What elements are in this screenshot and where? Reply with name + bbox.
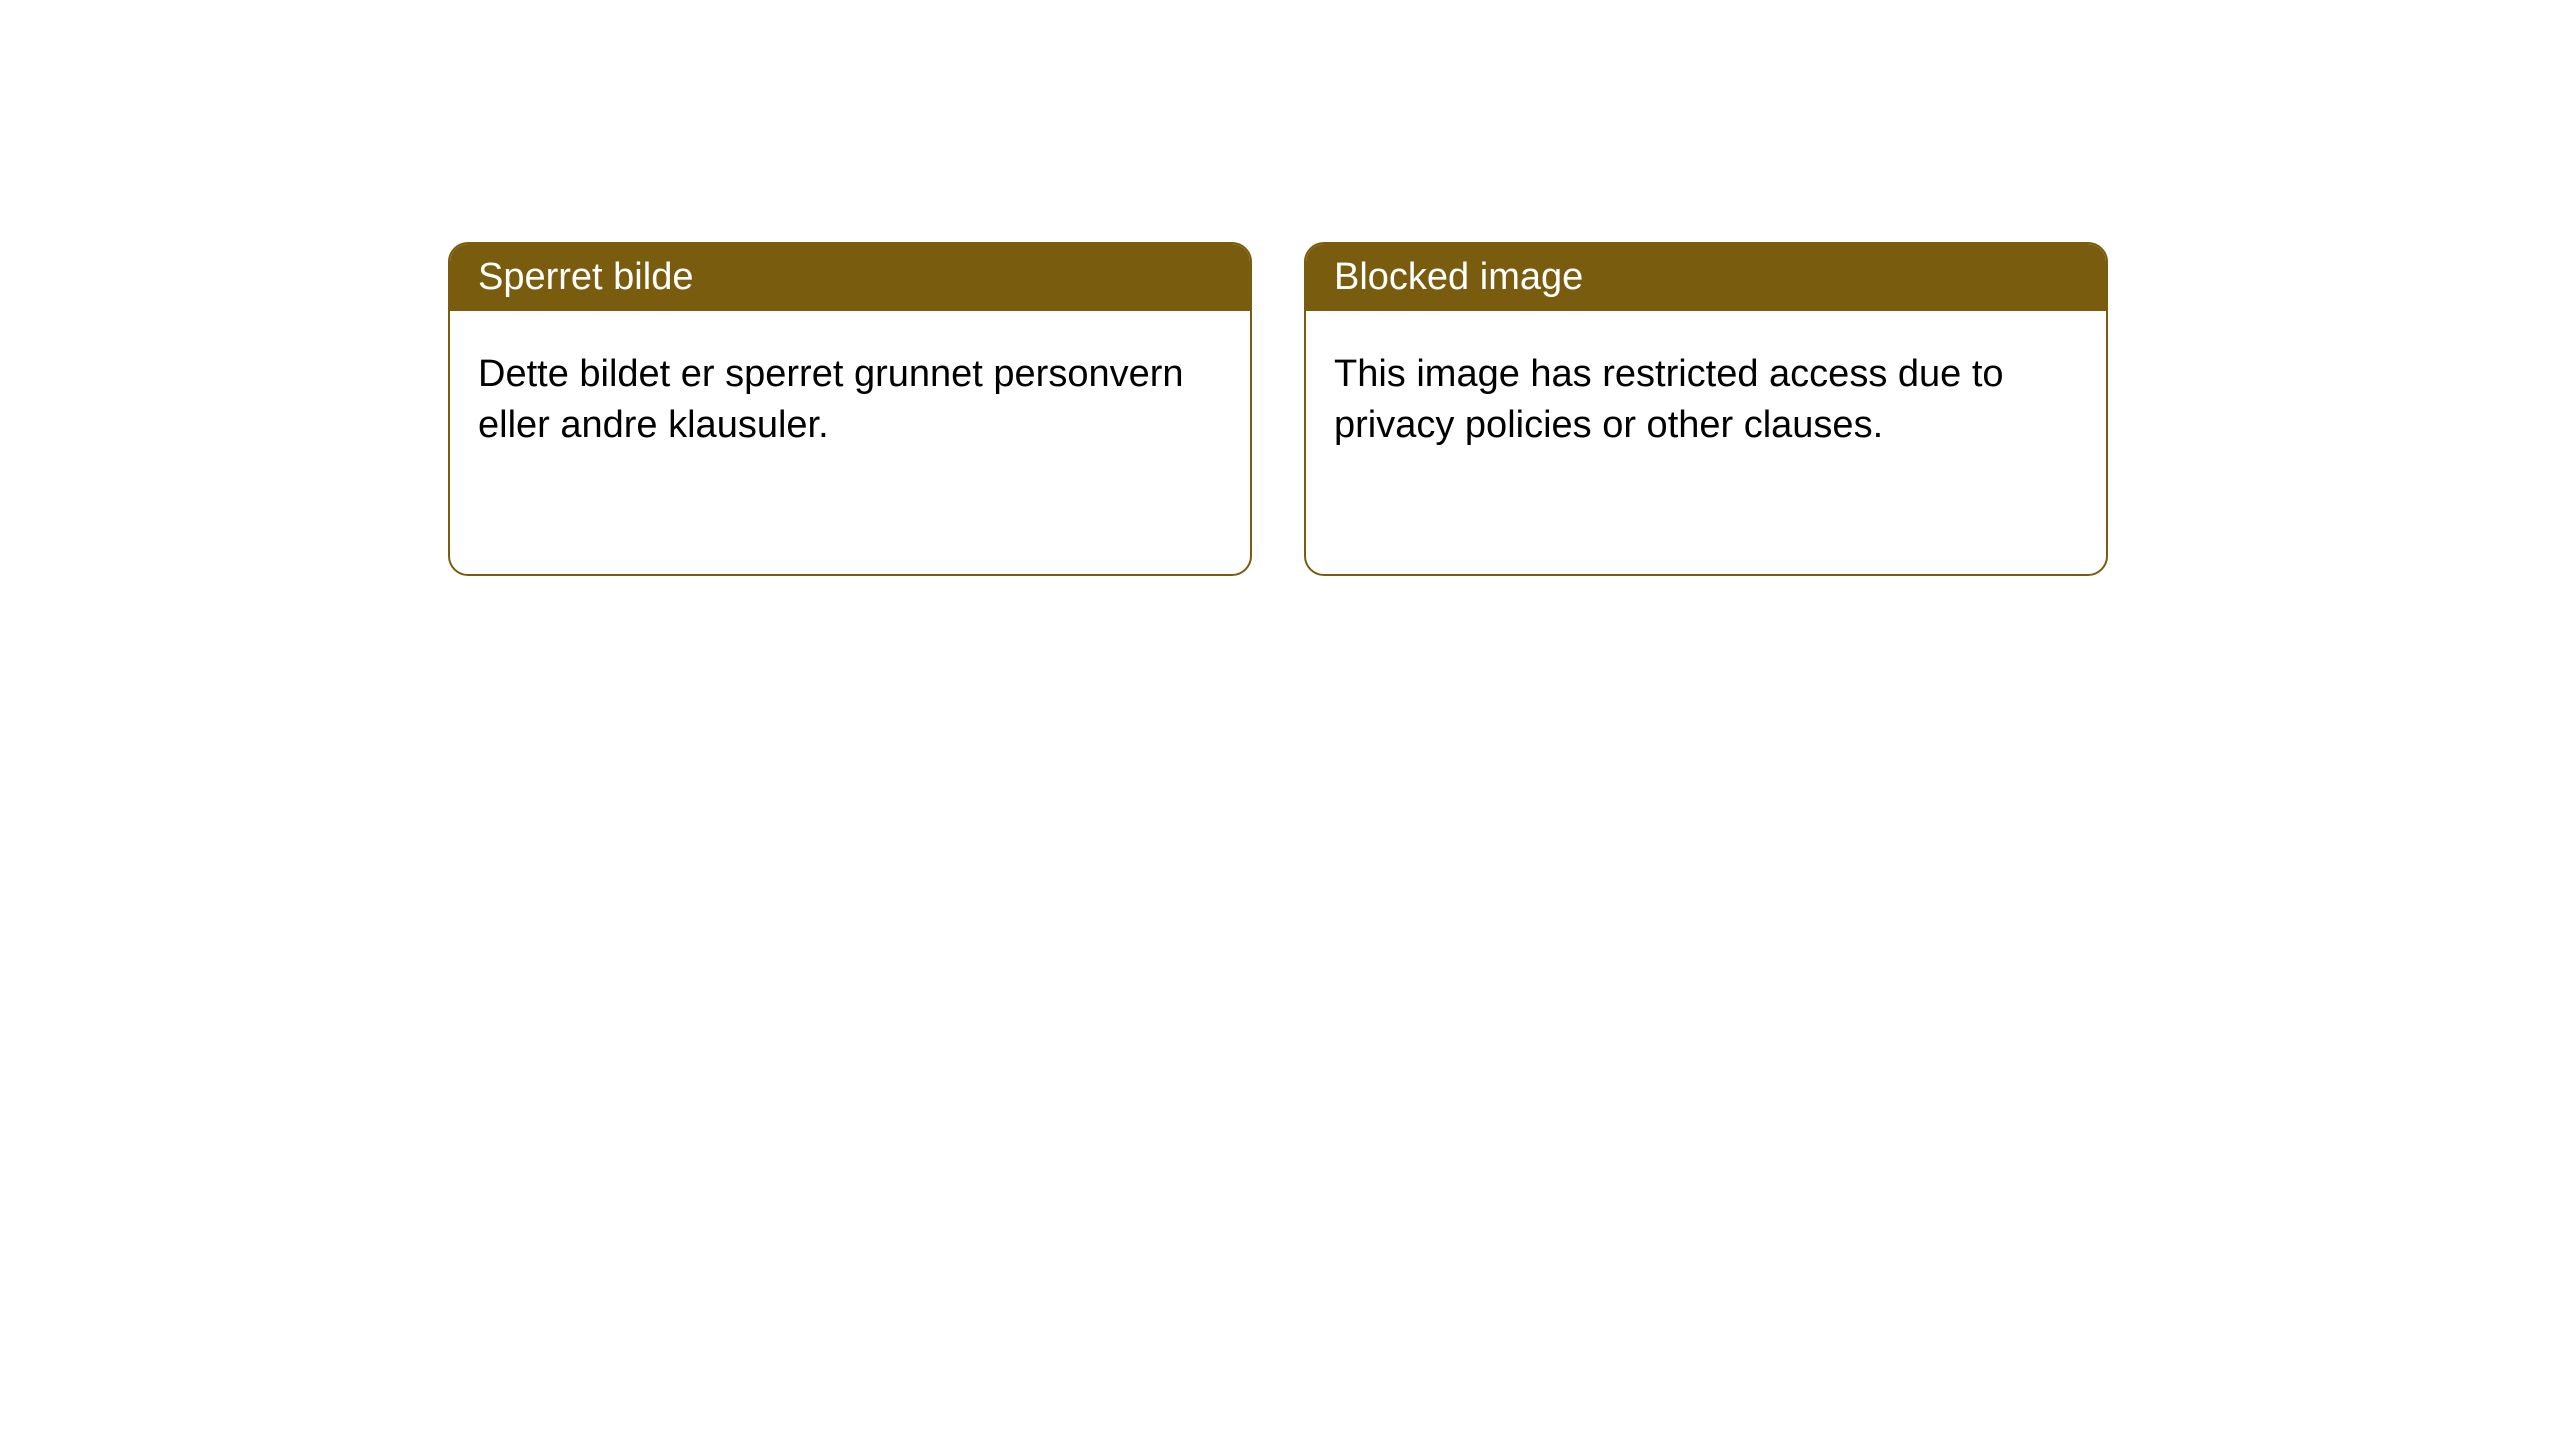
notice-container: Sperret bilde Dette bildet er sperret gr…	[0, 0, 2560, 576]
notice-card-english: Blocked image This image has restricted …	[1304, 242, 2108, 576]
notice-card-norwegian: Sperret bilde Dette bildet er sperret gr…	[448, 242, 1252, 576]
notice-body-norwegian: Dette bildet er sperret grunnet personve…	[450, 311, 1250, 490]
notice-header-english: Blocked image	[1306, 244, 2106, 311]
notice-header-norwegian: Sperret bilde	[450, 244, 1250, 311]
notice-body-english: This image has restricted access due to …	[1306, 311, 2106, 490]
